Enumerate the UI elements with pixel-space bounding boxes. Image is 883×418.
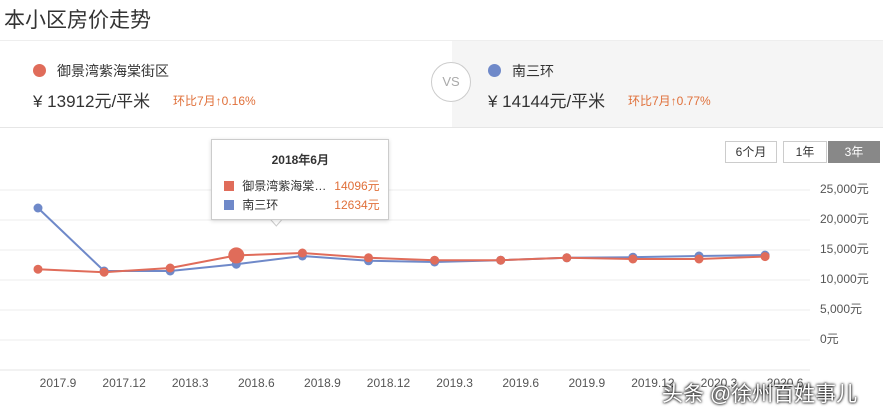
- point: [760, 252, 770, 262]
- y-tick-label: 5,000元: [820, 302, 862, 316]
- tooltip-swatch: [224, 200, 235, 210]
- compare-panel: 御景湾紫海棠街区 ¥ 13912元/平米 环比7月↑0.16% VS 南三环 ¥…: [0, 40, 883, 128]
- tooltip-name: 御景湾紫海棠街区: [242, 179, 328, 193]
- point: [33, 203, 43, 213]
- tooltip-row: 南三环 12634元: [224, 197, 380, 213]
- x-tick-label: 2017.12: [102, 376, 146, 390]
- point: [364, 253, 373, 263]
- point: [694, 254, 704, 264]
- legend-name: 御景湾紫海棠街区: [57, 63, 169, 79]
- vs-badge: VS: [431, 62, 471, 102]
- x-tick-label: 2019.6: [502, 376, 539, 390]
- range-button[interactable]: 3年: [828, 141, 880, 163]
- tooltip-swatch: [224, 181, 235, 191]
- legend-name: 南三环: [512, 63, 554, 79]
- y-tick-label: 20,000元: [820, 212, 869, 226]
- point: [99, 267, 109, 277]
- x-tick-label: 2018.6: [238, 376, 275, 390]
- tooltip-name: 南三环: [242, 198, 279, 212]
- y-tick-label: 0元: [820, 332, 839, 346]
- change: 环比7月↑0.77%: [628, 94, 711, 108]
- point: [33, 264, 43, 274]
- compare-right-bg: [452, 41, 883, 127]
- page-title: 本小区房价走势: [4, 9, 151, 32]
- x-tick-label: 2020.3: [701, 376, 738, 390]
- y-tick-label: 10,000元: [820, 272, 869, 286]
- range-button[interactable]: 6个月: [725, 141, 777, 163]
- x-tick-label: 2018.12: [367, 376, 411, 390]
- range-button[interactable]: 1年: [783, 141, 827, 163]
- x-tick-label: 2020.6: [767, 376, 804, 390]
- y-tick-label: 15,000元: [820, 242, 869, 256]
- point: [165, 263, 175, 273]
- point: [297, 248, 307, 258]
- point: [628, 254, 638, 264]
- point: [496, 255, 506, 265]
- series-line: [37, 207, 766, 272]
- legend-dot: [33, 64, 46, 77]
- point: [430, 255, 440, 265]
- tooltip-row: 御景湾紫海棠街区 14096元: [224, 178, 380, 194]
- point: [228, 247, 245, 264]
- x-tick-label: 2019.12: [631, 376, 675, 390]
- tooltip-title: 2018年6月: [271, 153, 329, 167]
- y-tick-label: 25,000元: [820, 182, 869, 196]
- price: ¥ 14144元/平米: [488, 92, 606, 111]
- price: ¥ 13912元/平米: [33, 92, 151, 111]
- point: [562, 253, 572, 263]
- x-tick-label: 2019.3: [436, 376, 473, 390]
- tooltip-value: 12634元: [334, 198, 380, 212]
- x-tick-label: 2019.9: [568, 376, 605, 390]
- x-tick-label: 2018.9: [304, 376, 341, 390]
- tooltip-value: 14096元: [334, 179, 380, 193]
- legend-dot: [488, 64, 501, 77]
- series-line: [37, 251, 766, 274]
- watermark: 头条 @徐州百姓事儿: [662, 383, 858, 406]
- x-tick-label: 2018.3: [172, 376, 209, 390]
- change: 环比7月↑0.16%: [173, 94, 256, 108]
- x-tick-label: 2017.9: [40, 376, 77, 390]
